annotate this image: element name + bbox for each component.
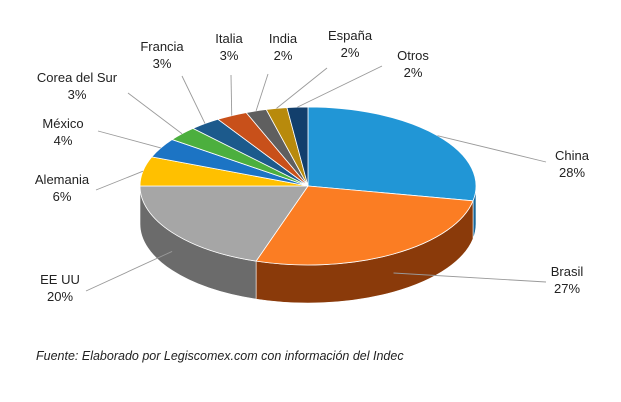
slice-value-brasil: 27% bbox=[554, 281, 580, 296]
slice-value-espana: 2% bbox=[341, 45, 360, 60]
slice-value-ee-uu: 20% bbox=[47, 289, 73, 304]
slice-value-alemania: 6% bbox=[53, 189, 72, 204]
slice-value-india: 2% bbox=[274, 48, 293, 63]
slice-value-francia: 3% bbox=[153, 56, 172, 71]
leader-line-corea-del-sur bbox=[127, 92, 183, 135]
slice-label-corea-del-sur: Corea del Sur bbox=[37, 70, 118, 85]
leader-line-italia bbox=[230, 74, 233, 116]
leader-line-espana bbox=[276, 67, 328, 109]
leader-line-mexico bbox=[97, 130, 161, 149]
leader-line-francia bbox=[181, 75, 206, 124]
slice-label-ee-uu: EE UU bbox=[40, 272, 80, 287]
pie-slice-otros bbox=[286, 106, 309, 187]
slice-label-italia: Italia bbox=[215, 31, 243, 46]
pie-slice-brasil bbox=[255, 185, 474, 266]
slice-value-italia: 3% bbox=[220, 48, 239, 63]
slice-label-china: China bbox=[555, 148, 590, 163]
pie-slices bbox=[139, 106, 477, 266]
slice-value-china: 28% bbox=[559, 165, 585, 180]
slice-label-brasil: Brasil bbox=[551, 264, 584, 279]
pie-slice-ee-uu bbox=[139, 185, 309, 262]
source-note: Fuente: Elaborado por Legiscomex.com con… bbox=[36, 349, 404, 363]
leader-lines bbox=[85, 65, 547, 292]
leader-line-china bbox=[437, 135, 547, 163]
leader-line-otros bbox=[297, 65, 383, 108]
leader-line-alemania bbox=[95, 170, 144, 191]
leader-line-ee-uu bbox=[85, 251, 173, 292]
slice-label-espana: España bbox=[328, 28, 373, 43]
slice-value-mexico: 4% bbox=[54, 133, 73, 148]
slice-value-corea-del-sur: 3% bbox=[68, 87, 87, 102]
data-labels: China 28% Brasil 27% EE UU 20% Alemania 6% Méxic… bbox=[35, 28, 590, 304]
slice-label-mexico: México bbox=[42, 116, 83, 131]
leader-line-brasil bbox=[393, 272, 547, 283]
slice-value-otros: 2% bbox=[404, 65, 423, 80]
slice-label-francia: Francia bbox=[140, 39, 184, 54]
slice-label-alemania: Alemania bbox=[35, 172, 90, 187]
pie-slice-china bbox=[307, 106, 477, 202]
slice-label-india: India bbox=[269, 31, 298, 46]
slice-label-otros: Otros bbox=[397, 48, 429, 63]
leader-line-india bbox=[255, 73, 269, 112]
